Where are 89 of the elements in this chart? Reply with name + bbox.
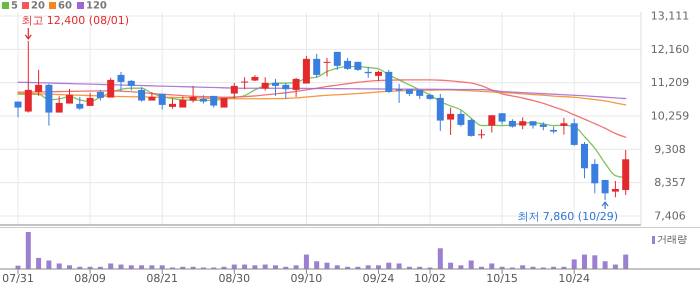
bar: [396, 263, 402, 269]
candlestick: [241, 76, 248, 90]
candlestick: [169, 98, 176, 110]
candlestick: [385, 69, 392, 94]
bar: [602, 261, 608, 269]
bar: [56, 263, 62, 269]
x-tick-label: 08/09: [74, 272, 106, 285]
candlestick: [591, 158, 598, 194]
candlestick: [190, 85, 197, 104]
y-tick-label: 11,209: [650, 76, 690, 90]
candlestick: [478, 128, 485, 140]
bar: [242, 264, 248, 269]
bar: [16, 266, 20, 269]
candlestick: [86, 92, 94, 106]
candlestick: [375, 70, 382, 82]
bar: [386, 262, 392, 269]
bar: [572, 259, 577, 269]
candlestick: [128, 79, 135, 92]
x-tick-label: 07/31: [2, 272, 34, 285]
candlestick: [344, 57, 352, 70]
candlestick: [324, 57, 330, 78]
y-tick-label: 10,259: [650, 109, 690, 122]
candlestick: [24, 40, 32, 114]
bar: [304, 254, 309, 269]
candlestick: [570, 118, 578, 146]
bar: [489, 263, 494, 269]
legend-label: 120: [86, 0, 107, 12]
legend-label: 20: [31, 0, 45, 12]
x-tick-label: 09/24: [362, 272, 394, 285]
bar: [612, 264, 618, 269]
candlestick: [292, 77, 300, 98]
candlestick: [138, 86, 146, 102]
y-tick-label: 13,111: [650, 9, 690, 22]
candlestick: [118, 71, 124, 92]
y-tick-label: 9,308: [654, 142, 686, 156]
bar: [623, 254, 628, 269]
candlestick: [66, 88, 73, 104]
x-tick-label: 08/30: [218, 272, 250, 285]
candlestick: [457, 110, 464, 128]
candlestick: [468, 118, 475, 138]
annotation: 최고 12,400 (08/01): [21, 14, 130, 27]
x-tick-label: 08/21: [146, 272, 178, 285]
candlestick: [498, 112, 506, 126]
bar: [36, 258, 42, 269]
candlestick: [282, 82, 290, 100]
bar: [592, 255, 598, 269]
candlestick: [35, 69, 42, 96]
candlestick: [14, 101, 22, 118]
legend-label: 5: [11, 0, 18, 12]
candlestick: [602, 179, 609, 201]
candlestick: [76, 96, 84, 110]
x-tick-label: 10/02: [414, 272, 446, 285]
bar: [26, 232, 31, 269]
candlestick: [436, 93, 444, 132]
candlestick: [158, 93, 166, 110]
bar: [262, 264, 268, 269]
bar: [438, 248, 443, 269]
bar: [118, 264, 124, 269]
candlestick: [519, 116, 526, 130]
candlestick: [396, 83, 403, 104]
candlestick: [334, 51, 341, 70]
bar: [468, 260, 474, 269]
candlestick: [262, 76, 269, 92]
candlestick: [96, 89, 104, 102]
candlestick: [313, 53, 320, 78]
candlestick: [107, 77, 114, 98]
bar: [324, 262, 330, 269]
bar: [448, 262, 454, 269]
bar: [314, 261, 320, 269]
legend-label: 60: [58, 0, 72, 12]
bar: [46, 260, 52, 269]
candlestick: [612, 180, 619, 198]
y-tick-label: 12,160: [650, 42, 690, 56]
x-tick-label: 10/24: [558, 272, 590, 285]
bar: [232, 264, 237, 269]
candlestick: [560, 117, 568, 136]
candlestick: [488, 114, 496, 134]
x-tick-label: 09/10: [290, 272, 322, 285]
y-tick-label: 8,357: [654, 176, 686, 190]
candlestick: [56, 96, 63, 114]
bar: [108, 263, 114, 269]
candlestick: [447, 107, 454, 136]
legend-label: 거래량: [657, 234, 687, 246]
candlestick: [272, 78, 279, 96]
y-tick-label: 7,406: [654, 209, 686, 222]
x-tick-label: 10/15: [486, 272, 518, 285]
bar: [582, 254, 587, 269]
candlestick: [230, 82, 238, 100]
annotation: 최저 7,860 (10/29): [517, 210, 618, 223]
